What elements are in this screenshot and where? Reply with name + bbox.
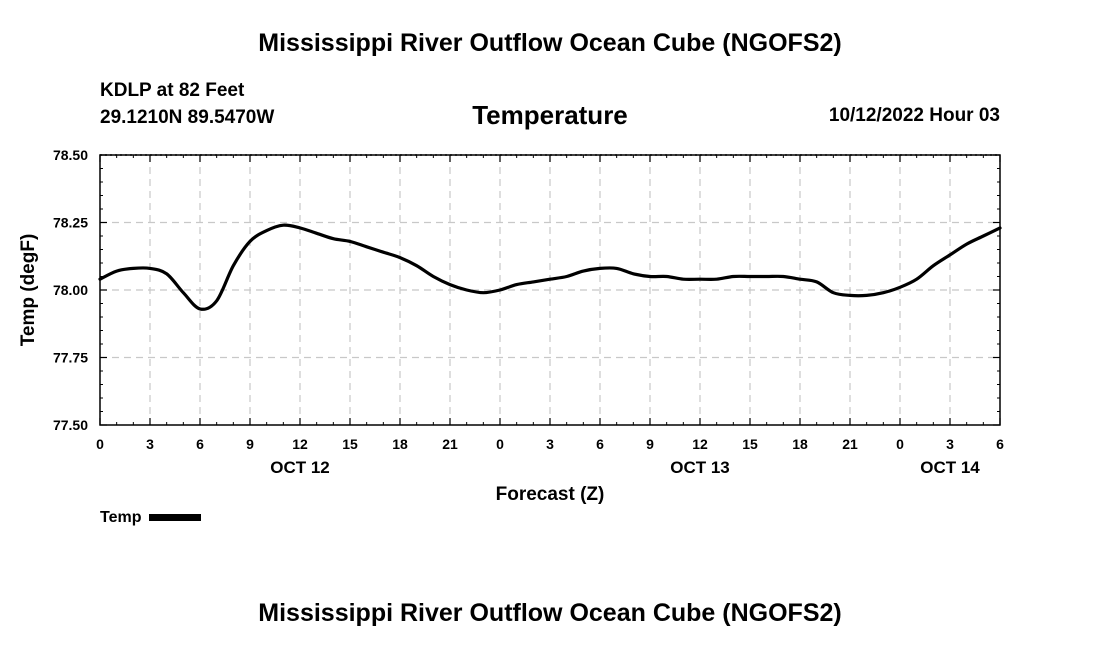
y-tick-label: 78.50 xyxy=(53,147,88,163)
x-tick-label: 3 xyxy=(546,436,554,452)
page-title: Mississippi River Outflow Ocean Cube (NG… xyxy=(258,29,842,57)
x-tick-label: 21 xyxy=(842,436,858,452)
x-tick-label: 9 xyxy=(646,436,654,452)
x-tick-label: 3 xyxy=(146,436,154,452)
x-tick-label: 6 xyxy=(596,436,604,452)
x-tick-label: 6 xyxy=(196,436,204,452)
x-date-label: OCT 14 xyxy=(920,458,980,477)
x-tick-label: 12 xyxy=(692,436,708,452)
x-date-label: OCT 12 xyxy=(270,458,330,477)
x-tick-label: 9 xyxy=(246,436,254,452)
x-tick-label: 15 xyxy=(742,436,758,452)
x-date-label: OCT 13 xyxy=(670,458,730,477)
grid xyxy=(100,154,1000,425)
forecast-date: 10/12/2022 Hour 03 xyxy=(828,105,1000,126)
x-tick-label: 0 xyxy=(496,436,504,452)
x-tick-label: 21 xyxy=(442,436,458,452)
legend: Temp xyxy=(100,509,202,527)
temp-series-line xyxy=(98,223,1002,311)
temperature-chart: 0 3 6 9 12 15 18 21 0 3 6 9 12 15 18 21 0 3 6 77.50 77.75 78.… xyxy=(18,147,1004,505)
station-coordinates: 29.1210N 89.5470W xyxy=(100,107,275,128)
y-tick-label: 77.50 xyxy=(53,417,88,433)
axis-ticks: 0 3 6 9 12 15 18 21 0 3 6 9 12 15 18 21 0 3 6 77.50 77.75 78.… xyxy=(53,147,1004,477)
station-info: KDLP at 82 Feet 29.1210N 89.5470W xyxy=(100,77,274,131)
x-tick-label: 15 xyxy=(342,436,358,452)
y-tick-label: 78.25 xyxy=(53,215,88,231)
chart-title: Temperature xyxy=(472,100,628,130)
x-tick-label: 12 xyxy=(292,436,308,452)
station-name: KDLP at 82 Feet xyxy=(100,80,245,101)
x-tick-label: 0 xyxy=(96,436,104,452)
y-tick-label: 77.75 xyxy=(53,350,88,366)
y-axis-label: Temp (degF) xyxy=(18,234,39,347)
y-tick-label: 78.00 xyxy=(53,282,88,298)
x-tick-label: 18 xyxy=(392,436,408,452)
series-layer xyxy=(98,223,1002,311)
footer-title: Mississippi River Outflow Ocean Cube (NG… xyxy=(258,599,842,627)
x-tick-label: 18 xyxy=(792,436,808,452)
legend-label: Temp xyxy=(100,509,142,526)
x-axis-label: Forecast (Z) xyxy=(496,484,605,505)
x-tick-label: 6 xyxy=(996,436,1004,452)
x-tick-label: 0 xyxy=(896,436,904,452)
legend-line-swatch xyxy=(149,514,202,522)
x-tick-label: 3 xyxy=(946,436,954,452)
